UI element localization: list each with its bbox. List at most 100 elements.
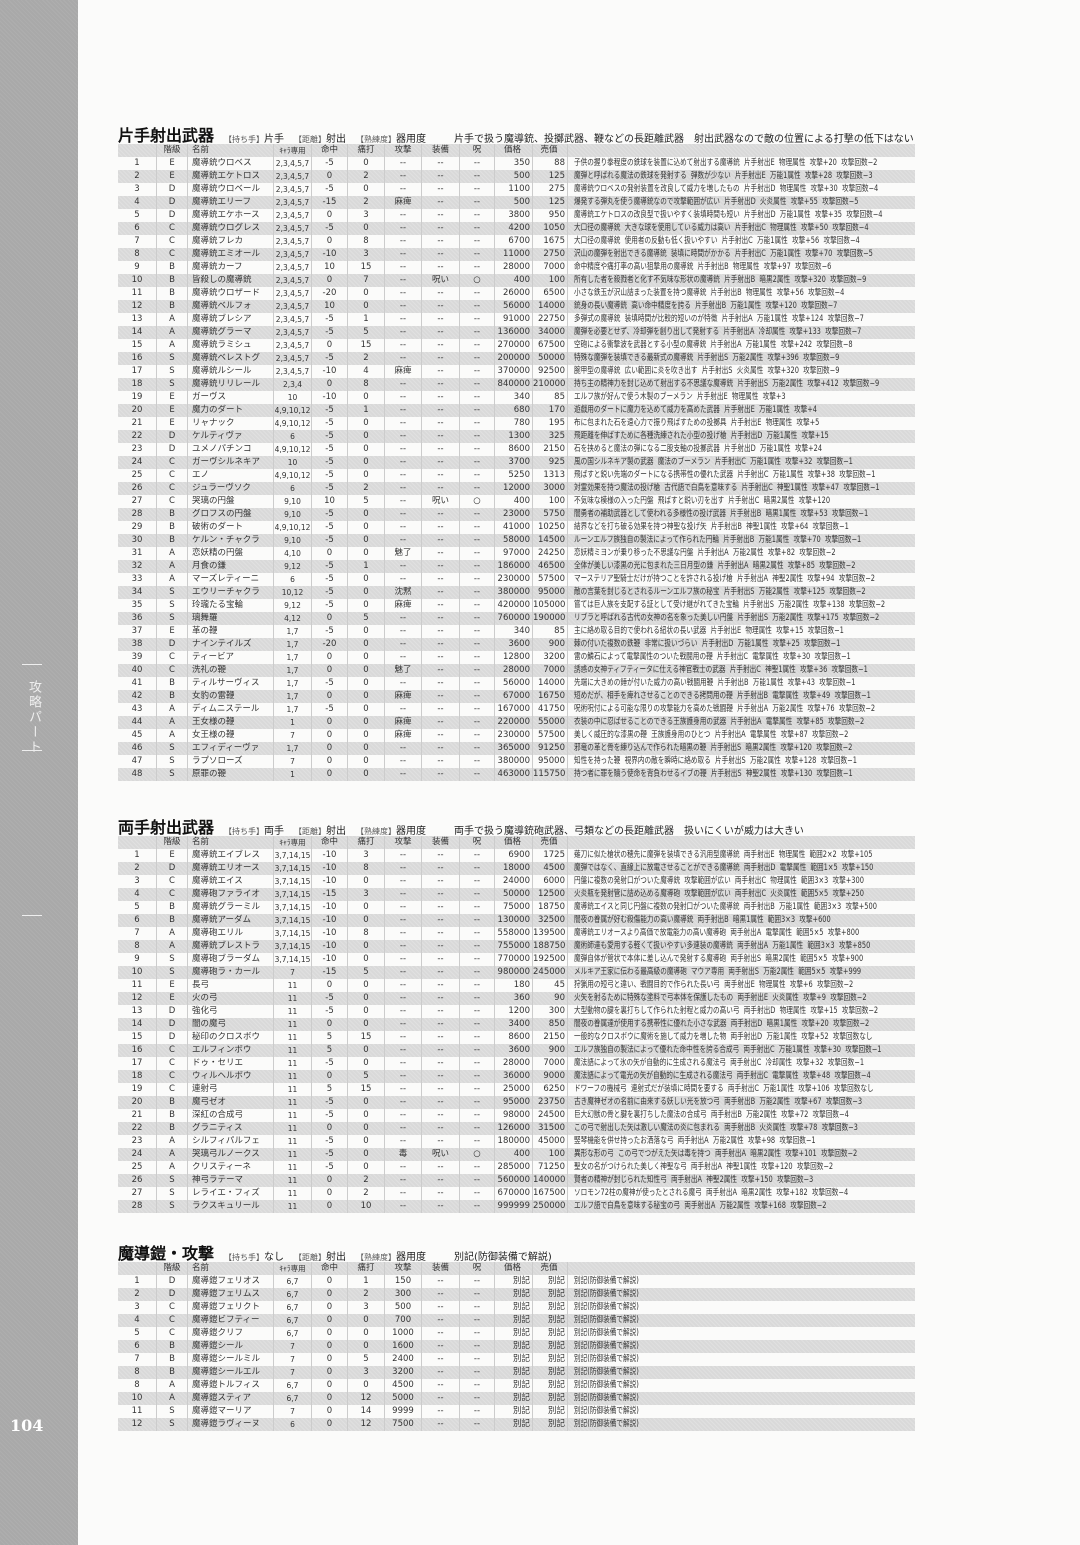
table-cell: 闇夜の眷属達が使用する携帯性に優れた小さな武器 両手射出D 暗黒1属性 攻撃+2… xyxy=(568,1018,915,1031)
table-cell: -- xyxy=(422,1135,460,1148)
table-cell: -- xyxy=(422,1200,460,1213)
table-cell: -- xyxy=(460,443,495,456)
table-cell: 9,10 xyxy=(274,508,312,521)
table-cell: -- xyxy=(422,1005,460,1018)
table-cell: -- xyxy=(385,261,422,274)
table-cell: 2,3,4,5,7 xyxy=(274,248,312,261)
table-cell: 0 xyxy=(312,1314,348,1327)
table-cell: A xyxy=(157,1392,188,1405)
table-cell: 250000 xyxy=(533,1200,568,1213)
table-cell: 0 xyxy=(312,1070,348,1083)
table-cell: 女豹の雷鞭 xyxy=(188,690,274,703)
table-cell: 多弾式の魔導銃 装填時間が比較的短いのが特徴 片手射出A 万能1属性 攻撃+12… xyxy=(568,313,915,326)
table-cell: 0 xyxy=(312,612,348,625)
table-cell: -5 xyxy=(312,1005,348,1018)
table-cell: 15 xyxy=(118,1031,157,1044)
table-row: 3 C 魔導鎧フェリクト 6,7 0 3 500 -- -- 別記 別記 別記(防御装備で解説) xyxy=(118,1301,915,1314)
table-cell: -5 xyxy=(312,560,348,573)
description-text: 短めだが、相手を痺れさせることのできる拷問用の鞭 片手射出B 電撃属性 攻撃+4… xyxy=(574,691,871,701)
table-row: 30 B ケルン・チャクラ 9,10 -5 0 -- -- -- 58000 14500 ルーンエルフ… xyxy=(118,534,915,547)
table-cell: -- xyxy=(385,1005,422,1018)
table-cell: -- xyxy=(422,456,460,469)
table-cell: 500 xyxy=(385,1301,422,1314)
table-cell: 2,3,4,5,7 xyxy=(274,183,312,196)
table-cell: -- xyxy=(460,1327,495,1340)
table-cell: 特殊な魔弾を装填できる最新式の魔導銃 片手射出S 万能2属性 攻撃+396 攻撃… xyxy=(568,352,915,365)
table-cell: E xyxy=(157,391,188,404)
table-cell: -- xyxy=(385,469,422,482)
description-text: 魔導銃エイスと同じ円盤に複数の発射口がついた魔導銃 両手射出B 万能1属性 範囲… xyxy=(574,902,877,912)
table-cell: 300 xyxy=(385,1288,422,1301)
table-cell: -- xyxy=(422,742,460,755)
table-cell: 8 xyxy=(118,940,157,953)
table-cell: A xyxy=(157,703,188,716)
table-row: 12 E 火の弓 11 -5 0 -- -- -- 360 90 火矢を射るために特殊な塗料で弓本体を… xyxy=(118,992,915,1005)
column-header: 価格 xyxy=(495,1262,533,1275)
table-cell: -10 xyxy=(312,953,348,966)
table-cell: 5 xyxy=(118,209,157,222)
description-text: 全体が美しい漆黒の光に包まれた三日月型の鎌 片手射出A 暗黒2属性 攻撃+85 … xyxy=(574,561,856,571)
table-cell: 10 xyxy=(312,300,348,313)
table-cell: この弓で射出した矢は激しい魔法の炎に包まれる 両手射出B 火炎属性 攻撃+78 … xyxy=(568,1122,915,1135)
description-text: 魔弾ではなく、直線上に放電させることができる魔導銃 両手射出D 電撃属性 範囲1… xyxy=(574,863,874,873)
table-cell: 12800 xyxy=(495,651,533,664)
table-row: 6 B 魔導銃アーダム 3,7,14,15 -10 0 -- -- -- 130000 32500 闇… xyxy=(118,914,915,927)
table-cell: S xyxy=(157,1174,188,1187)
table-row: 27 C 哭璃の円盤 9,10 10 5 -- 呪い ○ 400 100 不気味な模様の入った円盤 飛… xyxy=(118,495,915,508)
table-cell: 20 xyxy=(118,404,157,417)
table-cell: 別記(防御装備で解説) xyxy=(568,1353,915,1366)
table-row: 10 B 皆殺しの魔導銃 2,3,4,5,7 0 7 -- 呪い ○ 400 100 所有した者を殺戮… xyxy=(118,274,915,287)
table-cell: 4200 xyxy=(495,222,533,235)
table-cell: 竪琴機能を併せ持ったお洒落な弓 両手射出A 万能2属性 攻撃+98 攻撃回数−1 xyxy=(568,1135,915,1148)
table-cell: ディムニステール xyxy=(188,703,274,716)
table-cell: 50000 xyxy=(533,352,568,365)
table-cell: 26 xyxy=(118,482,157,495)
table-cell: 魔導砲ファライオ xyxy=(188,888,274,901)
table-row: 15 D 秘印のクロスボウ 11 5 15 -- -- -- 8600 2150 一般的なクロスボウに… xyxy=(118,1031,915,1044)
table-cell: 36 xyxy=(118,612,157,625)
table-cell: 麻痺 xyxy=(385,716,422,729)
table-cell: 7 xyxy=(274,1405,312,1418)
table-cell: -- xyxy=(460,326,495,339)
table-cell: 魔導銃アーダム xyxy=(188,914,274,927)
description-text: 大口径の魔導銃 使用者の反動も低く扱いやすい 片手射出C 万能1属性 攻撃+56… xyxy=(574,236,860,246)
table-row: 27 S レライエ・フィズ 11 0 2 -- -- -- 670000 167500 ソロモン72柱… xyxy=(118,1187,915,1200)
table-cell: -- xyxy=(422,651,460,664)
table-cell: -- xyxy=(422,235,460,248)
table-cell: -- xyxy=(385,560,422,573)
table-cell: 古き魔神ゼオの名前に由来する妖しい光を放つ弓 両手射出B 万能2属性 攻撃+67… xyxy=(568,1096,915,1109)
table-cell: 0 xyxy=(348,1122,385,1135)
table-cell: -- xyxy=(385,1083,422,1096)
column-header: 呪 xyxy=(460,1262,495,1275)
table-cell: 0 xyxy=(348,573,385,586)
table-row: 35 S 玲瓏たる宝輪 9,12 -5 0 麻痺 -- -- 420000 105000 嘗ては巨人族… xyxy=(118,599,915,612)
table-row: 20 E 魔力のダート 4,9,10,12 -5 1 -- -- -- 680 170 遊戯用のダート… xyxy=(118,404,915,417)
table-cell: 56000 xyxy=(495,677,533,690)
column-header: 攻撃 xyxy=(385,144,422,157)
table-cell: 210000 xyxy=(533,378,568,391)
table-cell: 1 xyxy=(118,157,157,170)
table-cell: 0 xyxy=(348,901,385,914)
table-cell: -- xyxy=(460,888,495,901)
table-cell: 27 xyxy=(118,1187,157,1200)
table-cell: -- xyxy=(385,378,422,391)
description-text: 空砲による衝撃波を武器とする小型の魔導銃 片手射出A 万能1属性 攻撃+242 … xyxy=(574,340,853,350)
table-cell: 子供の握り拳程度の鉄球を装置に込めて射出する魔導銃 片手射出E 物理属性 攻撃+… xyxy=(568,157,915,170)
table-cell: -- xyxy=(422,261,460,274)
table-cell: 19 xyxy=(118,1083,157,1096)
table-cell: 29 xyxy=(118,521,157,534)
table-cell: -- xyxy=(460,979,495,992)
table-cell: 10 xyxy=(312,261,348,274)
table-cell: 別記 xyxy=(495,1275,533,1288)
table-cell: ○ xyxy=(460,1148,495,1161)
table-cell: 2,3,4,5,7 xyxy=(274,365,312,378)
description-text: 大口径の魔導銃 大きな球を使用している威力は高い 片手射出C 物理属性 攻撃+5… xyxy=(574,223,869,233)
table-cell: 24500 xyxy=(533,1109,568,1122)
table-cell: -- xyxy=(385,573,422,586)
table-cell: 2 xyxy=(118,170,157,183)
description-text: 命中精度や痛打率の高い狙撃用の魔導銃 片手射出B 物理属性 攻撃+97 攻撃回数… xyxy=(574,262,832,272)
description-text: 巨大幻獣の骨と腱を裏打ちした魔法の合成弓 両手射出B 万能2属性 攻撃+72 攻… xyxy=(574,1110,849,1120)
table-cell: 0 xyxy=(348,1044,385,1057)
table-cell: -- xyxy=(422,914,460,927)
table-cell: D xyxy=(157,1031,188,1044)
